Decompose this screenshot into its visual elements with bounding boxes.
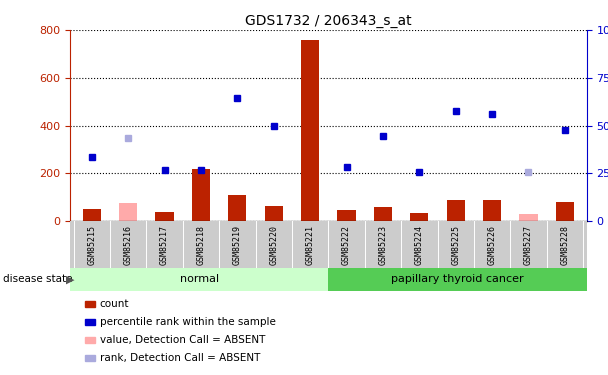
Text: GSM85215: GSM85215 xyxy=(88,225,96,265)
Bar xyxy=(301,40,319,221)
Text: ▶: ▶ xyxy=(66,274,74,284)
Bar xyxy=(228,195,246,221)
Bar xyxy=(483,200,501,221)
Bar xyxy=(156,211,174,221)
Text: GSM85220: GSM85220 xyxy=(269,225,278,265)
Bar xyxy=(119,203,137,221)
Bar xyxy=(447,200,465,221)
Text: papillary thyroid cancer: papillary thyroid cancer xyxy=(391,274,524,284)
Text: GSM85221: GSM85221 xyxy=(306,225,314,265)
Title: GDS1732 / 206343_s_at: GDS1732 / 206343_s_at xyxy=(245,13,412,28)
Text: GSM85219: GSM85219 xyxy=(233,225,242,265)
Bar xyxy=(264,206,283,221)
Bar xyxy=(337,210,356,221)
Text: count: count xyxy=(100,299,130,309)
Bar xyxy=(328,268,587,291)
Bar xyxy=(519,214,537,221)
Bar xyxy=(70,268,328,291)
Text: disease state: disease state xyxy=(3,274,72,284)
Text: GSM85224: GSM85224 xyxy=(415,225,424,265)
Text: normal: normal xyxy=(179,274,219,284)
Text: GSM85225: GSM85225 xyxy=(451,225,460,265)
Text: GSM85216: GSM85216 xyxy=(123,225,133,265)
Text: GSM85222: GSM85222 xyxy=(342,225,351,265)
Text: percentile rank within the sample: percentile rank within the sample xyxy=(100,317,275,327)
Text: GSM85223: GSM85223 xyxy=(378,225,387,265)
Text: GSM85227: GSM85227 xyxy=(524,225,533,265)
Text: GSM85228: GSM85228 xyxy=(561,225,569,265)
Bar xyxy=(83,209,101,221)
Text: GSM85218: GSM85218 xyxy=(196,225,206,265)
Bar xyxy=(410,213,429,221)
Text: rank, Detection Call = ABSENT: rank, Detection Call = ABSENT xyxy=(100,353,260,363)
Bar xyxy=(374,207,392,221)
Bar xyxy=(192,169,210,221)
Text: GSM85226: GSM85226 xyxy=(488,225,497,265)
Bar xyxy=(556,202,574,221)
Text: GSM85217: GSM85217 xyxy=(160,225,169,265)
Text: value, Detection Call = ABSENT: value, Detection Call = ABSENT xyxy=(100,335,265,345)
